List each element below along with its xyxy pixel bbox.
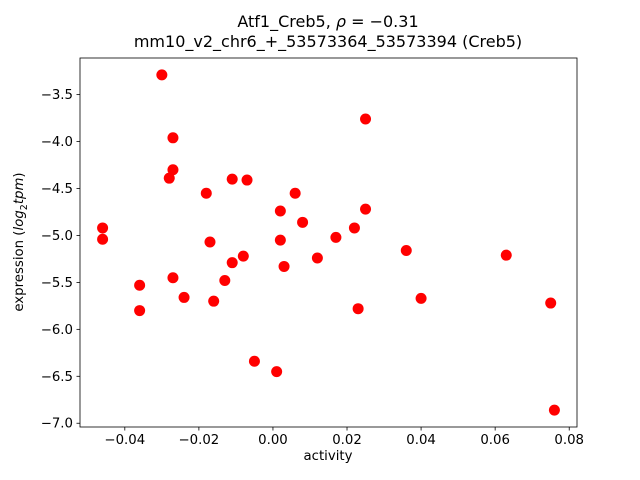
data-point [289,187,301,199]
x-tick-label: 0.04 [406,433,436,448]
y-tick-label: −7.0 [41,417,73,432]
y-tick-label: −5.0 [41,229,73,244]
y-tick-label: −3.5 [41,88,73,103]
title-text-prefix: Atf1_Creb5, [237,12,336,31]
data-point [97,222,109,234]
y-tick-label: −5.5 [41,276,73,291]
data-point [274,205,286,217]
data-point [237,250,249,262]
data-point [208,295,220,307]
data-point [219,275,231,287]
x-tick-label: −0.04 [104,433,145,448]
y-label-tpm: tpm [12,177,28,205]
x-tick-label: 0.08 [554,433,584,448]
x-tick-label: −0.02 [179,433,220,448]
data-point [241,174,253,186]
data-point [545,297,557,309]
data-point [400,244,412,256]
chart-title: Atf1_Creb5, ρ = −0.31 mm10_v2_chr6_+_535… [134,12,522,52]
data-point [167,272,179,284]
data-point [97,233,109,245]
x-tick-label: 0.06 [480,433,510,448]
data-point [352,303,364,315]
data-point [226,257,238,269]
data-point [311,252,323,264]
data-point [360,203,372,215]
x-axis-label: activity [303,449,353,464]
chart-title-line1: Atf1_Creb5, ρ = −0.31 [134,12,522,32]
y-tick-label: −6.5 [41,370,73,385]
data-point [278,260,290,272]
title-correlation-value: = −0.31 [346,12,419,31]
data-point [297,216,309,228]
y-label-prefix: expression ( [12,230,28,312]
data-point [271,366,283,378]
x-tick-label: 0.02 [332,433,362,448]
data-point [156,69,168,81]
data-point [163,172,175,184]
y-tick-label: −6.0 [41,323,73,338]
data-point [167,132,179,144]
data-point [226,173,238,185]
y-label-log: log [12,210,28,231]
data-point [330,231,342,243]
chart-title-line2: mm10_v2_chr6_+_53573364_53573394 (Creb5) [133,32,523,51]
y-label-suffix: ) [12,172,28,178]
y-tick-label: −4.5 [41,182,73,197]
y-axis-label: expression (log2tpm) [12,172,30,311]
y-label-subscript: 2 [18,204,30,211]
rho-symbol: ρ [335,12,347,31]
x-tick-label: 0.00 [258,433,288,448]
data-point [348,222,360,234]
data-point [274,234,286,246]
data-point [204,236,216,248]
data-point [134,279,146,291]
data-point [548,404,560,416]
y-tick-label: −4.0 [41,135,73,150]
data-point [178,291,190,303]
data-point [415,292,427,304]
data-point [360,113,372,125]
plot-border [79,57,578,428]
data-point [134,305,146,317]
data-point [500,249,512,261]
data-point [248,355,260,367]
data-point [167,164,179,176]
data-point [200,187,212,199]
